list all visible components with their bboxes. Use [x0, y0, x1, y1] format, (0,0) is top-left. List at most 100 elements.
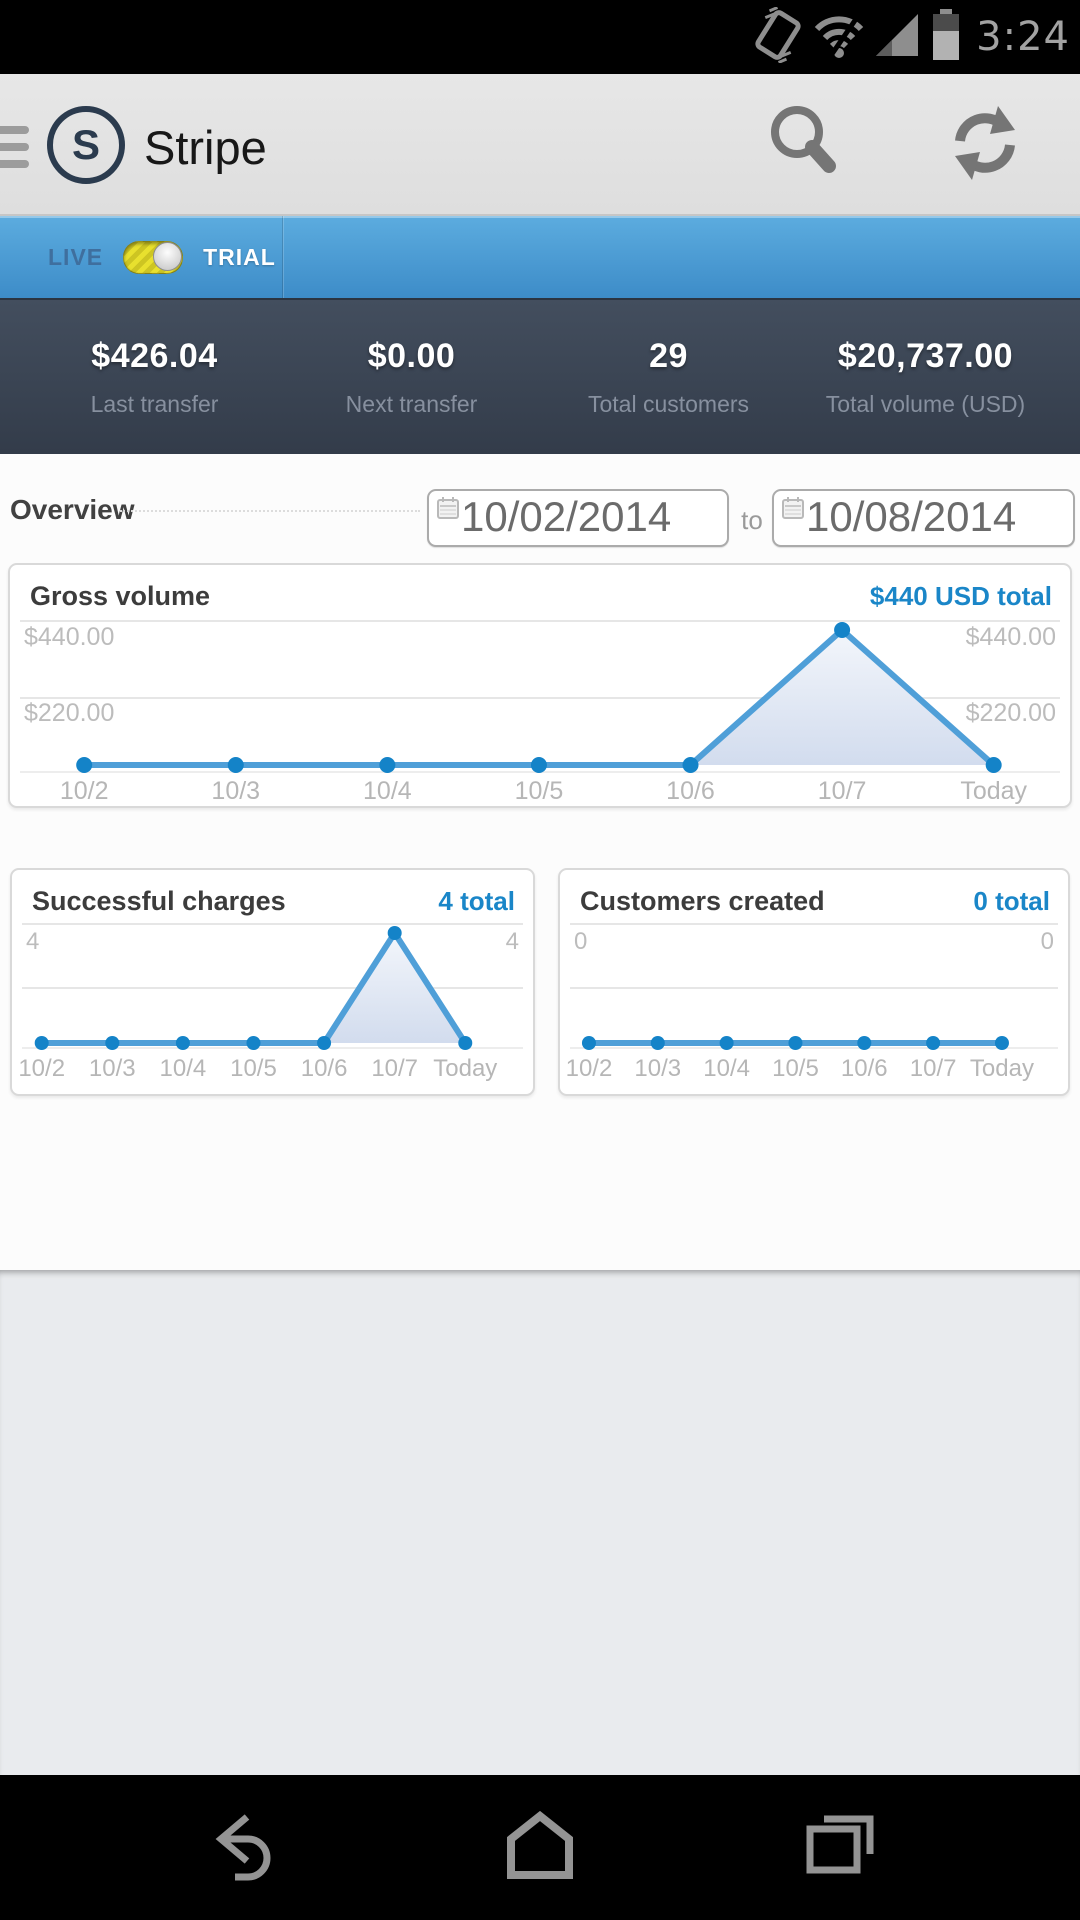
live-label: LIVE	[48, 243, 104, 270]
x-axis-label: 10/5	[230, 1055, 277, 1082]
gross-volume-chart: $440.00 $440.00 $220.00 $220.00 10/2 10/3 10/4…	[10, 615, 1070, 810]
chart-canvas	[20, 620, 1060, 773]
data-point	[379, 757, 396, 773]
calendar-icon	[437, 496, 459, 525]
signal-icon	[874, 12, 920, 63]
chart-title: Customers created	[580, 886, 825, 916]
data-point	[985, 757, 1002, 773]
mode-bar: LIVE TRIAL	[0, 216, 1080, 298]
data-point	[246, 1036, 261, 1050]
x-axis-label: 10/3	[211, 777, 261, 805]
x-axis-label: Today	[969, 1055, 1034, 1082]
stat-value: $426.04	[91, 336, 218, 375]
x-axis-label: 10/6	[300, 1055, 348, 1082]
home-button[interactable]	[465, 1775, 615, 1920]
stat-total-volume: $20,737.00 Total volume (USD)	[797, 300, 1054, 454]
x-axis-label: 10/7	[817, 777, 867, 805]
android-nav-bar	[0, 1775, 1080, 1920]
chart-canvas	[570, 923, 1058, 1050]
x-axis-label: 10/7	[371, 1055, 419, 1082]
app-bar: S Stripe	[0, 74, 1080, 216]
data-point	[682, 757, 699, 773]
data-point	[530, 757, 547, 773]
date-from-value: 10/02/2014	[461, 493, 672, 540]
dashboard-content: Overview 10/02/2014 to	[0, 454, 1080, 1270]
x-axis-label: 10/7	[909, 1055, 957, 1082]
data-point	[926, 1036, 941, 1050]
trial-label: TRIAL	[203, 243, 276, 270]
toggle-knob	[153, 241, 183, 271]
logo-letter: S	[71, 121, 100, 168]
date-range-to-label: to	[741, 505, 763, 535]
stripe-logo: S	[47, 106, 125, 184]
stat-label: Total volume (USD)	[825, 390, 1026, 417]
x-axis-label: 10/3	[88, 1055, 136, 1082]
x-axis-label: 10/2	[59, 777, 109, 805]
stat-value: 29	[649, 336, 688, 375]
refresh-button[interactable]	[940, 98, 1030, 192]
x-axis-label: Today	[960, 777, 1028, 805]
drawer-handle-icon[interactable]	[0, 126, 29, 168]
x-axis-label: 10/5	[514, 777, 564, 805]
recents-icon	[804, 1812, 876, 1883]
date-from-field[interactable]: 10/02/2014	[427, 489, 729, 547]
data-point	[458, 1036, 473, 1050]
data-point	[175, 1036, 190, 1050]
chart-title: Successful charges	[32, 886, 286, 916]
customers-created-card: Customers created 0 total 0 0 10/2 10/3 10/4…	[558, 868, 1070, 1096]
stat-last-transfer: $426.04 Last transfer	[26, 300, 283, 454]
data-point	[650, 1036, 665, 1050]
x-axis-label: 10/4	[363, 777, 412, 805]
stat-label: Last transfer	[90, 390, 219, 417]
calendar-icon	[782, 496, 804, 525]
mode-bar-divider	[282, 216, 283, 298]
data-point	[105, 1036, 120, 1050]
recents-button[interactable]	[765, 1775, 915, 1920]
y-axis-label: 4	[26, 928, 40, 955]
data-point	[34, 1036, 49, 1050]
data-point	[857, 1036, 872, 1050]
gross-volume-card: Gross volume $440 USD total $440.00 $440.…	[8, 563, 1072, 808]
date-to-field[interactable]: 10/08/2014	[772, 489, 1075, 547]
y-axis-label: 4	[505, 928, 519, 955]
data-point	[317, 1036, 332, 1050]
overview-title: Overview	[10, 494, 135, 525]
date-to-value: 10/08/2014	[806, 493, 1017, 540]
x-axis-label: 10/6	[666, 777, 715, 805]
data-point	[788, 1036, 803, 1050]
chart-total-link[interactable]: $440 USD total	[869, 581, 1052, 611]
data-point	[719, 1036, 734, 1050]
page-background	[0, 1270, 1080, 1775]
y-axis-label: $220.00	[24, 699, 115, 727]
stat-total-customers: 29 Total customers	[540, 300, 797, 454]
back-button[interactable]	[167, 1775, 317, 1920]
x-axis-label: 10/2	[18, 1055, 66, 1082]
x-axis-label: 10/4	[703, 1055, 750, 1082]
y-axis-label: 0	[1040, 928, 1054, 955]
chart-title: Gross volume	[30, 581, 211, 611]
customers-created-chart: 0 0 10/2 10/3 10/4 10/5 10/6 10/7 Today	[560, 916, 1068, 1098]
y-axis-label: $440.00	[24, 623, 115, 651]
y-axis-label: $220.00	[965, 699, 1056, 727]
stat-value: $0.00	[367, 336, 456, 375]
y-axis-label: $440.00	[965, 623, 1056, 651]
back-icon	[207, 1809, 277, 1886]
wifi-icon	[814, 12, 864, 63]
live-trial-toggle[interactable]	[123, 240, 184, 274]
x-axis-label: Today	[433, 1055, 498, 1082]
search-button[interactable]	[760, 98, 850, 192]
data-point	[227, 757, 244, 773]
chart-total-link[interactable]: 0 total	[973, 886, 1050, 916]
search-icon	[763, 98, 847, 193]
home-icon	[503, 1810, 577, 1884]
clock: 3:24	[976, 14, 1070, 60]
x-axis-label: 10/4	[159, 1055, 207, 1082]
vibrate-icon	[752, 5, 804, 68]
stat-label: Next transfer	[345, 390, 478, 417]
x-axis-label: 10/6	[840, 1055, 888, 1082]
successful-charges-chart: 4 4 10/2 10/3 10/4 10/5 10/6 10/7 Today	[12, 916, 533, 1098]
y-axis-label: 0	[574, 928, 588, 955]
data-point	[994, 1036, 1009, 1050]
chart-total-link[interactable]: 4 total	[438, 886, 515, 916]
x-axis-label: 10/3	[634, 1055, 682, 1082]
